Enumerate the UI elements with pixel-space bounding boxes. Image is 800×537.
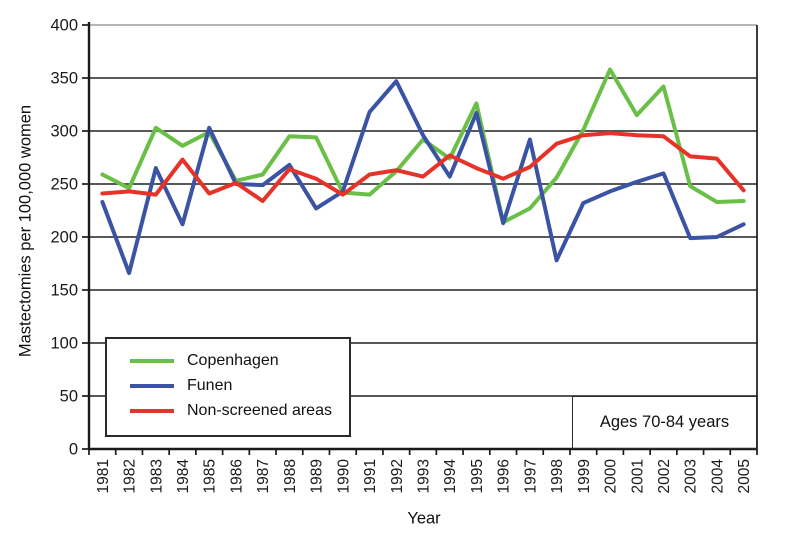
x-tick-label: 1999 <box>576 459 593 493</box>
y-axis-title: Mastectomies per 100,000 women <box>16 104 35 358</box>
x-tick-label: 1989 <box>309 459 326 493</box>
x-tick-label: 1985 <box>202 459 219 493</box>
x-tick-label: 1994 <box>442 459 459 494</box>
legend-item-non-screened: Non-screened areas <box>130 402 341 420</box>
x-tick-label: 2001 <box>629 459 646 493</box>
x-tick-label: 1984 <box>175 459 192 494</box>
series-line-funen <box>100 79 746 275</box>
y-tick-label: 350 <box>50 70 78 88</box>
age-group-annotation: Ages 70-84 years <box>572 396 757 449</box>
x-tick-label: 1982 <box>122 459 139 493</box>
x-tick-label: 1983 <box>148 459 165 493</box>
legend-box: Copenhagen Funen Non-screened areas <box>105 337 351 437</box>
x-tick-label: 1988 <box>282 459 299 493</box>
series-line-copenhagen <box>100 67 746 225</box>
y-tick-label: 0 <box>69 441 78 459</box>
x-tick-label: 1995 <box>469 459 486 493</box>
x-tick-label: 1996 <box>496 459 513 493</box>
series-line-non-screened-areas <box>100 131 746 203</box>
x-tick-label: 1990 <box>335 459 352 494</box>
y-tick-label: 200 <box>50 229 78 247</box>
x-tick-label: 2000 <box>603 459 620 494</box>
x-tick-label: 2003 <box>683 459 700 493</box>
x-tick-label: 1987 <box>255 459 272 493</box>
x-tick-label: 1986 <box>228 459 245 493</box>
funen-line-swatch <box>130 384 174 388</box>
y-tick-label: 250 <box>50 176 78 194</box>
x-tick-label: 2004 <box>709 459 726 494</box>
y-tick-label: 100 <box>50 335 78 353</box>
x-tick-label: 2002 <box>656 459 673 493</box>
legend-item-copenhagen: Copenhagen <box>130 352 341 370</box>
non-screened-line-swatch <box>130 409 174 413</box>
x-tick-label: 1992 <box>389 459 406 493</box>
x-tick-label: 1998 <box>549 459 566 493</box>
x-tick-label: 1997 <box>522 459 539 493</box>
legend-label-funen: Funen <box>187 377 233 394</box>
x-tick-label: 1993 <box>416 459 433 493</box>
legend-item-funen: Funen <box>130 377 341 395</box>
legend-label-copenhagen: Copenhagen <box>187 352 279 369</box>
y-tick-label: 50 <box>60 388 78 406</box>
y-tick-label: 300 <box>50 123 78 141</box>
y-tick-label: 150 <box>50 282 78 300</box>
y-tick-label: 400 <box>50 17 78 35</box>
copenhagen-line-swatch <box>130 359 174 363</box>
x-tick-label: 1991 <box>362 459 379 493</box>
x-axis-title: Year <box>407 509 441 528</box>
x-tick-label: 2005 <box>736 459 753 493</box>
legend-label-non-screened: Non-screened areas <box>187 402 332 419</box>
x-tick-label: 1981 <box>95 459 112 493</box>
